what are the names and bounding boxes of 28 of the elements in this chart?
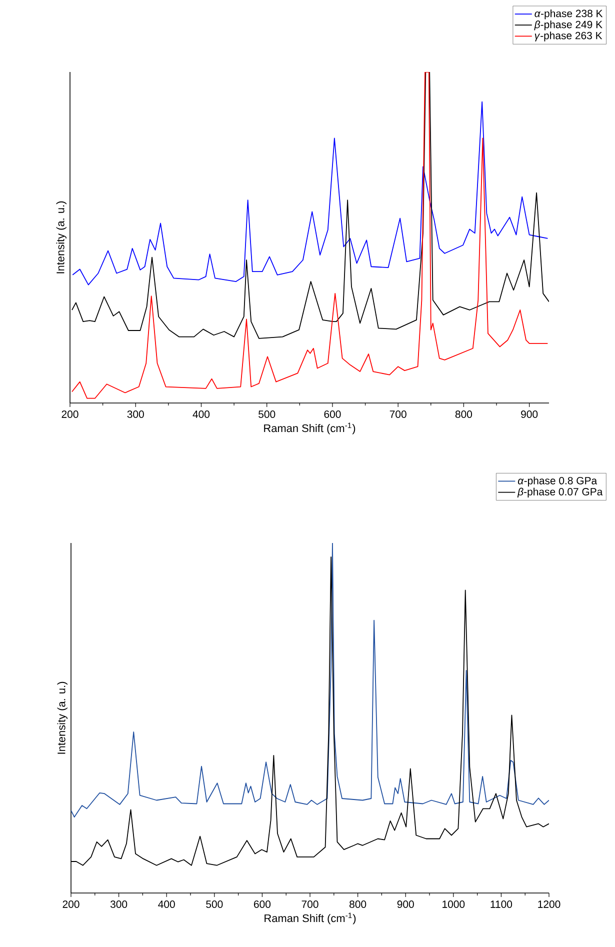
legend-label: γ-phase 263 K <box>534 32 602 42</box>
x-tick-label: 800 <box>455 410 472 418</box>
x-axis-title: Raman Shift (cm$^{-1}$) <box>264 912 356 924</box>
x-tick-label: 400 <box>192 410 210 418</box>
x-tick-label: 1000 <box>442 900 465 908</box>
x-tick-label: 900 <box>397 900 414 908</box>
x-tick-label: 700 <box>390 410 406 418</box>
x-tick-label: 300 <box>127 410 144 418</box>
legend-label: β-phase 249 K <box>534 20 602 30</box>
x-axis-title: Raman Shift (cm$^{-1}$) <box>264 422 356 434</box>
legend-label: α-phase 0.8 GPa <box>518 476 598 486</box>
x-tick-label: 700 <box>302 900 318 908</box>
y-axis-title: Intensity (a. u.) <box>56 201 66 274</box>
x-tick-label: 200 <box>62 900 80 908</box>
x-tick-label: 600 <box>324 410 341 418</box>
x-tick-label: 300 <box>110 900 128 908</box>
x-tick-label: 600 <box>254 900 271 908</box>
x-tick-label: 900 <box>521 410 538 418</box>
x-tick-label: 500 <box>206 900 223 908</box>
x-tick-label: 500 <box>258 410 276 418</box>
y-axis-title: Intensity (a. u.) <box>57 682 68 754</box>
x-tick-label: 800 <box>350 900 366 908</box>
x-tick-label: 1200 <box>538 900 560 908</box>
legend-label: β-phase 0.07 GPa <box>517 488 603 498</box>
legend-label: α-phase 238 K <box>534 9 603 20</box>
x-tick-label: 200 <box>62 410 78 418</box>
x-tick-label: 1100 <box>490 900 512 908</box>
x-tick-label: 400 <box>158 900 175 908</box>
